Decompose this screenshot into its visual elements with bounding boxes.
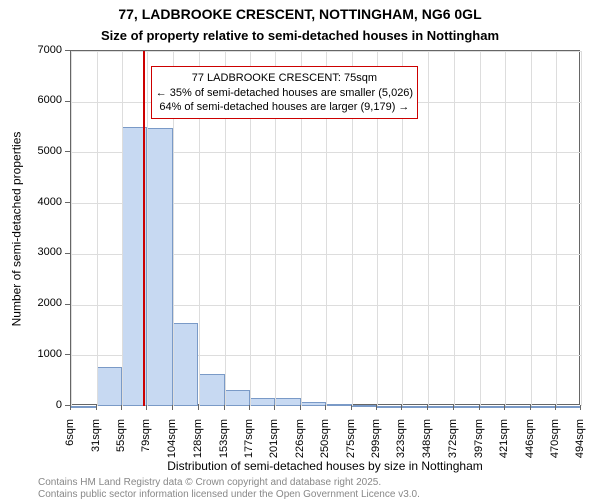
x-tick-label: 79sqm bbox=[140, 419, 152, 469]
x-tick-label: 446sqm bbox=[524, 419, 536, 469]
x-tick-label: 397sqm bbox=[473, 419, 485, 469]
x-tick-mark bbox=[479, 405, 480, 410]
histogram-bar bbox=[173, 323, 198, 406]
histogram-bar bbox=[225, 390, 250, 406]
x-tick-mark bbox=[172, 405, 173, 410]
grid-line bbox=[556, 51, 557, 406]
x-tick-label: 421sqm bbox=[498, 419, 510, 469]
x-tick-label: 31sqm bbox=[90, 419, 102, 469]
x-tick-label: 470sqm bbox=[549, 419, 561, 469]
x-tick-label: 275sqm bbox=[345, 419, 357, 469]
grid-line bbox=[581, 51, 582, 406]
grid-line bbox=[454, 51, 455, 406]
annotation-line-3: 64% of semi-detached houses are larger (… bbox=[156, 100, 413, 114]
grid-line bbox=[122, 51, 123, 406]
annotation-line-1: 77 LADBROOKE CRESCENT: 75sqm bbox=[156, 71, 413, 85]
x-tick-label: 299sqm bbox=[370, 419, 382, 469]
histogram-bar bbox=[505, 406, 531, 408]
grid-line bbox=[97, 51, 98, 406]
histogram-bar bbox=[275, 398, 301, 406]
x-tick-label: 201sqm bbox=[268, 419, 280, 469]
grid-line bbox=[480, 51, 481, 406]
y-tick-mark bbox=[65, 304, 70, 305]
y-tick-label: 4000 bbox=[22, 196, 62, 208]
histogram-bar bbox=[97, 367, 122, 406]
histogram-bar bbox=[250, 398, 275, 406]
y-tick-label: 7000 bbox=[22, 44, 62, 56]
x-tick-mark bbox=[504, 405, 505, 410]
histogram-bar bbox=[531, 406, 556, 408]
grid-line bbox=[147, 51, 148, 406]
x-tick-mark bbox=[325, 405, 326, 410]
x-tick-mark bbox=[121, 405, 122, 410]
histogram-bar bbox=[301, 402, 326, 406]
x-tick-mark bbox=[146, 405, 147, 410]
histogram-bar bbox=[454, 406, 480, 408]
grid-line bbox=[505, 51, 506, 406]
attribution-line-2: Contains public sector information licen… bbox=[38, 489, 420, 500]
histogram-bar bbox=[352, 405, 377, 407]
y-tick-mark bbox=[65, 202, 70, 203]
x-tick-label: 153sqm bbox=[218, 419, 230, 469]
histogram-bar bbox=[377, 406, 402, 408]
x-tick-label: 250sqm bbox=[319, 419, 331, 469]
histogram-bar bbox=[71, 406, 97, 408]
histogram-bar bbox=[199, 374, 225, 406]
x-tick-label: 494sqm bbox=[574, 419, 586, 469]
x-tick-mark bbox=[555, 405, 556, 410]
grid-line bbox=[428, 51, 429, 406]
x-tick-label: 6sqm bbox=[64, 419, 76, 469]
x-tick-mark bbox=[224, 405, 225, 410]
histogram-bar bbox=[326, 404, 352, 406]
x-tick-mark bbox=[70, 405, 71, 410]
histogram-bar bbox=[402, 406, 428, 408]
y-tick-mark bbox=[65, 151, 70, 152]
y-tick-label: 1000 bbox=[22, 348, 62, 360]
x-tick-mark bbox=[96, 405, 97, 410]
x-tick-label: 372sqm bbox=[447, 419, 459, 469]
histogram-bar bbox=[428, 406, 453, 408]
y-tick-label: 0 bbox=[22, 399, 62, 411]
y-tick-mark bbox=[65, 253, 70, 254]
x-tick-mark bbox=[351, 405, 352, 410]
x-tick-mark bbox=[401, 405, 402, 410]
x-tick-mark bbox=[530, 405, 531, 410]
histogram-bar bbox=[556, 406, 581, 408]
y-tick-label: 2000 bbox=[22, 297, 62, 309]
x-tick-mark bbox=[300, 405, 301, 410]
annotation-box: 77 LADBROOKE CRESCENT: 75sqm← 35% of sem… bbox=[151, 66, 418, 119]
x-tick-label: 55sqm bbox=[115, 419, 127, 469]
x-tick-mark bbox=[198, 405, 199, 410]
property-marker-line bbox=[143, 51, 145, 406]
chart-root: 77, LADBROOKE CRESCENT, NOTTINGHAM, NG6 … bbox=[0, 0, 600, 500]
x-tick-label: 177sqm bbox=[243, 419, 255, 469]
histogram-bar bbox=[480, 406, 505, 408]
x-tick-label: 323sqm bbox=[395, 419, 407, 469]
y-tick-mark bbox=[65, 101, 70, 102]
y-tick-label: 3000 bbox=[22, 246, 62, 258]
plot-area: 77 LADBROOKE CRESCENT: 75sqm← 35% of sem… bbox=[70, 50, 580, 405]
grid-line bbox=[531, 51, 532, 406]
histogram-bar bbox=[147, 128, 173, 406]
x-tick-mark bbox=[376, 405, 377, 410]
x-tick-mark bbox=[249, 405, 250, 410]
annotation-line-2: ← 35% of semi-detached houses are smalle… bbox=[156, 86, 413, 100]
x-tick-label: 104sqm bbox=[166, 419, 178, 469]
x-tick-mark bbox=[427, 405, 428, 410]
y-axis-label: Number of semi-detached properties bbox=[9, 51, 23, 406]
x-tick-mark bbox=[274, 405, 275, 410]
y-tick-mark bbox=[65, 354, 70, 355]
y-tick-mark bbox=[65, 50, 70, 51]
x-tick-label: 226sqm bbox=[294, 419, 306, 469]
x-tick-mark bbox=[453, 405, 454, 410]
y-tick-label: 5000 bbox=[22, 145, 62, 157]
chart-title-main: 77, LADBROOKE CRESCENT, NOTTINGHAM, NG6 … bbox=[0, 6, 600, 22]
x-tick-label: 128sqm bbox=[192, 419, 204, 469]
attribution-line-1: Contains HM Land Registry data © Crown c… bbox=[38, 477, 381, 488]
chart-title-sub: Size of property relative to semi-detach… bbox=[0, 28, 600, 43]
grid-line bbox=[71, 51, 72, 406]
x-tick-label: 348sqm bbox=[421, 419, 433, 469]
x-tick-mark bbox=[580, 405, 581, 410]
y-tick-label: 6000 bbox=[22, 94, 62, 106]
